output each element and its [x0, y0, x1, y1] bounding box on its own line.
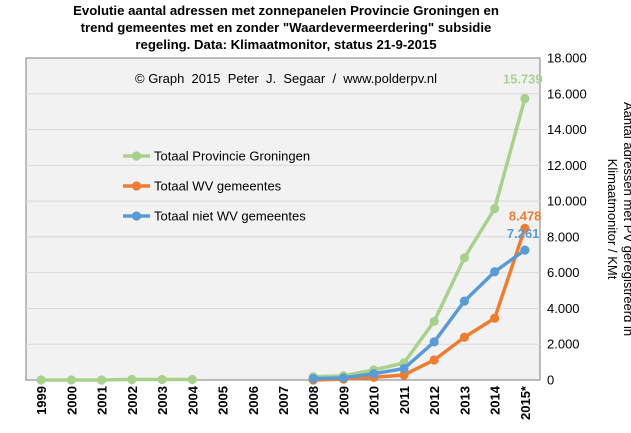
x-tick-label: 2002 — [125, 386, 140, 415]
data-point — [459, 296, 470, 306]
data-point — [399, 370, 409, 380]
y-tick-label: 0 — [547, 373, 554, 388]
data-point — [520, 93, 530, 104]
x-axis-ticks: 1999 2000 2001 2002 2003 2004 2005 2006 2007 2008… — [34, 385, 533, 420]
x-tick-label: 2012 — [427, 386, 442, 415]
chart-title: Evolutie aantal adressen met zonnepanele… — [0, 2, 572, 53]
series-3 — [308, 245, 530, 384]
legend-swatch-marker — [131, 181, 142, 191]
x-tick-label: 2015* — [518, 385, 533, 420]
data-point — [459, 332, 470, 342]
x-tick-label: 1999 — [34, 386, 49, 415]
y-axis-label-line-2: Klimaatmonitor / KMt — [605, 159, 620, 280]
data-point — [399, 363, 409, 374]
x-tick-label: 2001 — [95, 386, 110, 415]
legend-label: Totaal niet WV gemeentes — [154, 209, 306, 224]
data-point — [36, 375, 46, 385]
x-tick-label: 2005 — [216, 386, 231, 415]
y-axis-label: Aantal adressen met PV geregistreerd in … — [605, 102, 631, 336]
copyright-annotation: © Graph 2015 Peter J. Segaar / www.polde… — [135, 71, 437, 86]
data-point — [338, 373, 349, 383]
x-tick-label: 2008 — [306, 386, 321, 415]
series-line — [39, 377, 195, 382]
y-tick-label: 8.000 — [547, 229, 580, 244]
series-end-label: 8.478 — [509, 208, 542, 223]
series-line — [311, 96, 527, 379]
legend: Totaal Provincie Groningen Totaal WV geme… — [123, 149, 310, 224]
y-axis-ticks: 0 2.000 4.000 6.000 8.000 10.000 12.000 14.000 1… — [547, 51, 587, 388]
series-line — [311, 248, 527, 381]
x-tick-label: 2014 — [488, 385, 503, 415]
y-tick-label: 12.000 — [547, 158, 587, 173]
data-labels: 15.739 8.478 7.261 — [503, 71, 543, 241]
series-end-label: 7.261 — [507, 226, 540, 241]
x-tick-label: 2013 — [457, 386, 472, 415]
legend-label: Totaal Provincie Groningen — [154, 149, 310, 164]
x-tick-label: 2009 — [336, 386, 351, 415]
data-point — [429, 316, 439, 326]
data-point — [490, 204, 500, 214]
y-tick-label: 2.000 — [547, 337, 580, 352]
legend-item-3: Totaal niet WV gemeentes — [123, 209, 306, 224]
chart-title-line-3: regeling. Data: Klimaatmonitor, status 2… — [135, 37, 437, 52]
data-point — [490, 313, 500, 323]
x-tick-label: 2000 — [64, 386, 79, 415]
data-point — [429, 337, 439, 347]
y-tick-label: 16.000 — [547, 86, 587, 101]
data-point — [520, 223, 530, 233]
chart-title-line-1: Evolutie aantal adressen met zonnepanele… — [73, 3, 499, 18]
y-tick-label: 18.000 — [547, 51, 587, 66]
legend-swatch-marker — [131, 211, 142, 221]
chart-title-line-2: trend gemeentes met en zonder "Waardever… — [80, 20, 492, 35]
data-point — [127, 374, 137, 385]
y-tick-label: 10.000 — [547, 194, 587, 209]
y-tick-label: 6.000 — [547, 265, 580, 280]
plot-area — [25, 57, 541, 381]
data-point — [490, 267, 500, 277]
x-tick-label: 2010 — [367, 386, 382, 415]
x-tick-label: 2011 — [397, 386, 412, 414]
legend-item-1: Totaal Provincie Groningen — [123, 149, 310, 164]
data-point — [459, 253, 470, 263]
data-point — [157, 374, 167, 385]
legend-swatch-marker — [131, 151, 142, 161]
data-point — [66, 375, 76, 385]
legend-label: Totaal WV gemeentes — [154, 179, 282, 194]
x-tick-label: 2007 — [276, 386, 291, 415]
data-point — [187, 374, 197, 385]
data-point — [96, 375, 107, 385]
series-group — [36, 93, 530, 385]
data-point — [369, 369, 379, 379]
legend-item-2: Totaal WV gemeentes — [123, 179, 282, 194]
data-point — [520, 245, 530, 255]
data-point — [308, 373, 318, 384]
y-tick-label: 14.000 — [547, 122, 587, 137]
data-point — [429, 355, 439, 365]
x-tick-label: 2003 — [155, 386, 170, 415]
y-tick-label: 4.000 — [547, 301, 580, 316]
x-tick-label: 2004 — [185, 385, 200, 415]
y-axis-label-line-1: Aantal adressen met PV geregistreerd in — [621, 102, 631, 336]
x-tick-label: 2006 — [246, 386, 261, 415]
series-end-label: 15.739 — [503, 71, 543, 86]
